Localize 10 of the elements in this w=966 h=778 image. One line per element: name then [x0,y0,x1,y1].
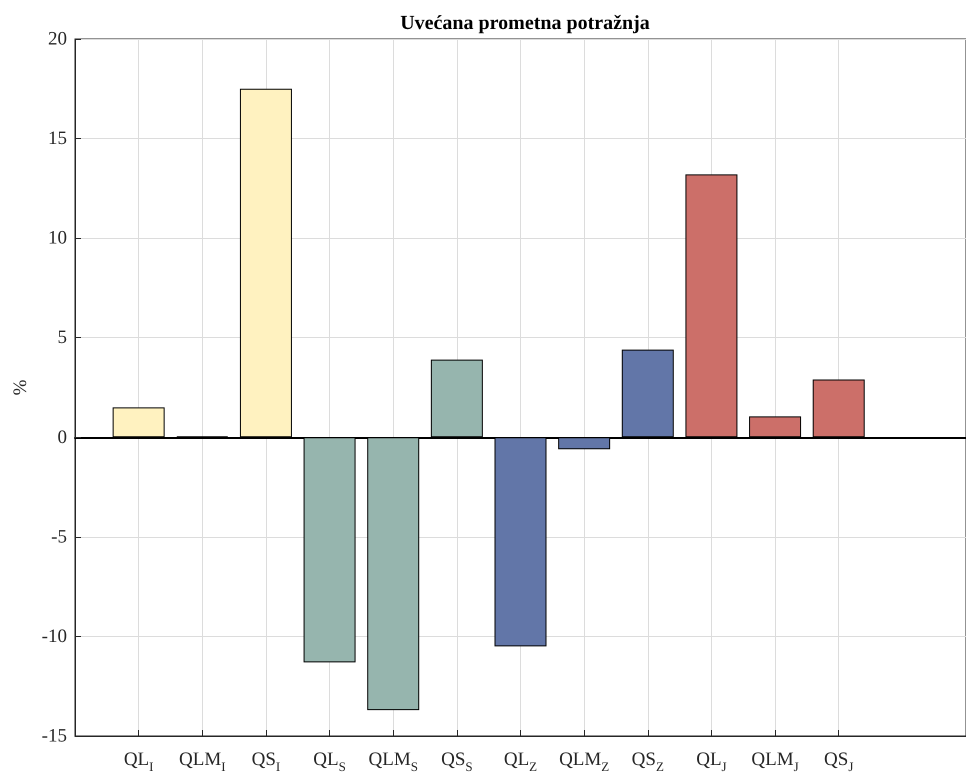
y-tick-label: -15 [42,726,67,746]
y-tick-label: 10 [48,228,67,249]
y-tick-label: -5 [51,526,67,548]
y-tick-label: 20 [48,28,67,50]
chart-title: Uvećana prometna potražnja [400,12,650,34]
y-tick-label: 15 [48,128,67,150]
y-tick-label: 0 [58,426,67,448]
y-axis-title: % [10,379,31,396]
y-tick-label: 5 [58,327,67,348]
y-tick-label: -10 [42,626,67,647]
